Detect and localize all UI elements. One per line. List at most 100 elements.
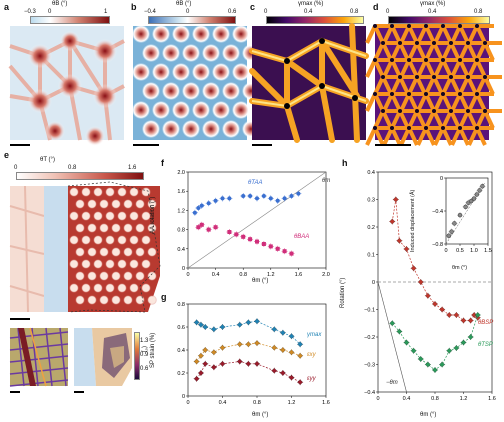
data-point xyxy=(425,361,431,368)
data-point xyxy=(198,370,204,376)
x-tick-label: 1.6 xyxy=(295,272,303,278)
data-point xyxy=(467,334,474,340)
data-point xyxy=(268,244,273,249)
data-point xyxy=(280,347,286,353)
y-tick-label: 0.2 xyxy=(177,371,185,377)
identity-line xyxy=(187,171,327,269)
cbar-tick-a-2: 1 xyxy=(104,9,108,15)
data-point xyxy=(213,225,218,230)
data-point xyxy=(393,196,399,203)
neg-theta-line xyxy=(377,281,407,393)
data-point xyxy=(432,367,438,373)
data-point xyxy=(463,204,468,210)
data-point xyxy=(389,218,396,225)
data-point xyxy=(410,347,417,354)
data-point xyxy=(453,312,460,318)
data-point xyxy=(213,198,218,203)
x-tick-label: 1.5 xyxy=(484,248,492,254)
y-tick-label: 0.8 xyxy=(177,228,185,234)
cbar-tick-b-2: 0.6 xyxy=(228,9,237,15)
scale-bar-e-right xyxy=(74,391,84,393)
y-tick-label: 0 xyxy=(372,280,375,286)
cbar-title-a: θB (°) xyxy=(52,1,68,7)
scale-bar-d xyxy=(375,144,411,146)
data-point xyxy=(236,341,243,348)
inset-e-left xyxy=(9,327,69,387)
map-d xyxy=(365,24,502,146)
data-point xyxy=(403,339,410,346)
data-point xyxy=(282,196,287,201)
data-point xyxy=(432,301,438,307)
x-tick-label: 0.4 xyxy=(219,400,227,406)
scale-bar-b xyxy=(133,144,159,146)
data-point xyxy=(202,324,209,330)
y-tick-label: −0.2 xyxy=(364,335,375,341)
cbar-tick-einset-1: 0.9 xyxy=(140,352,149,358)
data-point xyxy=(396,328,403,335)
x-tick-label: 0.8 xyxy=(253,400,261,406)
data-point xyxy=(446,312,453,318)
data-point xyxy=(474,192,479,197)
data-point xyxy=(271,344,278,351)
chart-h-inset: 0 0.5 1.0 1.5 −0.8 −0.4 0 xyxy=(432,176,492,254)
data-point xyxy=(227,230,232,234)
cbar-tick-d-2: 0.8 xyxy=(474,9,483,15)
data-point xyxy=(449,229,454,234)
h-ylabel: Rotation (°) xyxy=(340,277,346,308)
data-point xyxy=(439,306,445,313)
data-point xyxy=(211,326,217,333)
y-tick-label: 1.6 xyxy=(177,189,185,195)
data-point xyxy=(469,198,474,204)
panel-label-b: b xyxy=(131,2,137,12)
x-tick-label: 1.2 xyxy=(288,400,296,406)
data-point xyxy=(193,319,200,326)
cbar-title-d: γmax (%) xyxy=(420,1,446,7)
data-point xyxy=(296,191,301,196)
data-point xyxy=(288,349,295,356)
f-series-top-label: θTAA xyxy=(248,180,263,186)
data-point xyxy=(460,339,467,346)
f-line-label: θm xyxy=(322,178,331,184)
cbar-tick-einset-0: 1.3 xyxy=(140,338,149,344)
x-tick-label: 1.0 xyxy=(470,248,478,254)
data-point xyxy=(471,196,477,201)
data-point xyxy=(211,349,217,356)
map-b xyxy=(132,25,260,140)
f-ylabel: AA rotation (°) xyxy=(150,196,156,234)
f-series-bottom-label: θBAA xyxy=(294,234,310,240)
data-point xyxy=(254,360,260,367)
data-point xyxy=(289,251,294,256)
data-point xyxy=(467,317,474,324)
data-point xyxy=(446,347,453,354)
y-tick-label: 0 xyxy=(182,266,185,272)
data-point xyxy=(198,321,204,328)
data-point xyxy=(211,364,217,371)
h-line-label: −θm xyxy=(386,380,398,386)
chart-f: 0 0.4 0.8 1.2 1.6 2.0 0 0.4 0.8 1.2 1.6 2.0 xyxy=(177,170,329,278)
data-point xyxy=(245,360,252,367)
h-series-0: θBSP xyxy=(478,320,494,326)
data-point xyxy=(477,188,482,193)
y-tick-label: 0.6 xyxy=(177,325,185,331)
data-point xyxy=(219,324,226,330)
y-tick-label: 0.2 xyxy=(367,225,375,231)
data-point xyxy=(396,237,403,244)
data-point xyxy=(206,227,211,232)
y-tick-label: −0.4 xyxy=(432,209,443,215)
chart-h: 0 0.4 0.8 1.2 1.6 −0.4 −0.3 −0.2 −0.1 0 0.1 0.2 0.3 0… xyxy=(364,170,496,402)
data-point xyxy=(255,239,259,244)
data-point xyxy=(245,319,252,326)
data-point xyxy=(403,246,410,252)
data-point xyxy=(297,379,303,386)
cbar-tick-c-0: 0 xyxy=(264,9,268,15)
data-point xyxy=(282,249,287,254)
data-point xyxy=(417,279,424,285)
x-tick-label: 0 xyxy=(444,248,447,254)
x-tick-label: 1.6 xyxy=(322,400,330,406)
cbar-title-b: θB (°) xyxy=(176,1,192,7)
cbar-tick-e-1: 0.8 xyxy=(68,165,77,171)
data-point xyxy=(417,356,424,362)
colorbar-c xyxy=(266,16,364,24)
panel-label-a: a xyxy=(4,2,10,12)
y-tick-label: 0.1 xyxy=(367,253,375,259)
